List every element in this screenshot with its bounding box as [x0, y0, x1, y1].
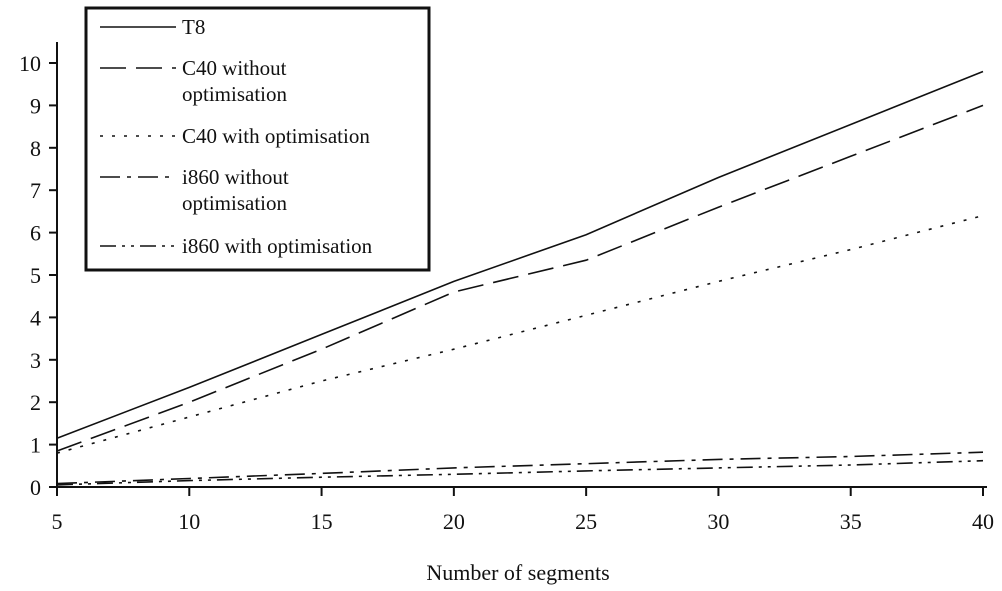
series-line-2 [56, 104, 984, 452]
x-tick-label: 40 [972, 509, 994, 534]
x-tick-label: 25 [575, 509, 597, 534]
x-tick-label: 5 [52, 509, 63, 534]
y-tick-label: 4 [30, 305, 41, 330]
axes: 0 1 2 3 4 5 6 7 8 9 10 5 10 15 20 25 30 35 40 [19, 42, 994, 534]
x-axis-title: Number of segments [426, 560, 609, 585]
legend-label: optimisation [182, 191, 288, 215]
series-line-4 [56, 451, 984, 485]
y-tick-label: 3 [30, 348, 41, 373]
x-tick-label: 30 [707, 509, 729, 534]
series-line-5 [56, 459, 984, 486]
y-tick-label: 10 [19, 51, 41, 76]
x-tick-label: 20 [443, 509, 465, 534]
y-tick-label: 8 [30, 136, 41, 161]
x-tick-label: 15 [311, 509, 333, 534]
legend-label: i860 without [182, 165, 289, 189]
series-line-1 [56, 70, 984, 439]
y-tick-label: 0 [30, 475, 41, 500]
legend-label: optimisation [182, 82, 288, 106]
y-tick-label: 5 [30, 263, 41, 288]
series-group [56, 70, 984, 486]
legend-box [84, 6, 431, 272]
x-tick-label: 35 [840, 509, 862, 534]
y-tick-label: 1 [30, 433, 41, 458]
legend-label: C40 with optimisation [182, 124, 370, 148]
y-tick-label: 9 [30, 93, 41, 118]
y-tick-label: 2 [30, 390, 41, 415]
legend-label: C40 without [182, 56, 287, 80]
legend-label: T8 [182, 15, 205, 39]
x-tick-label: 10 [178, 509, 200, 534]
y-tick-label: 7 [30, 178, 41, 203]
legend-label: i860 with optimisation [182, 234, 373, 258]
y-tick-label: 6 [30, 221, 41, 246]
